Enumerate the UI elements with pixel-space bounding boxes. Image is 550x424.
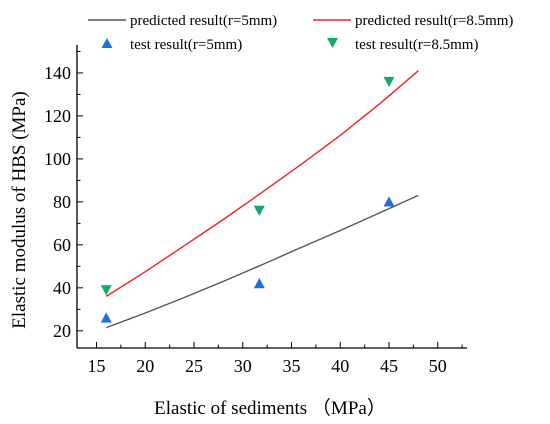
x-tick-label: 35 (283, 356, 301, 376)
y-tick-label: 40 (53, 278, 71, 298)
series-line-0 (106, 194, 419, 329)
data-point-2 (383, 196, 395, 207)
data-point-3 (100, 285, 112, 296)
legend-label-test-r5: test result(r=5mm) (130, 37, 242, 53)
data-point-2 (100, 312, 112, 323)
y-tick-label: 60 (53, 235, 71, 255)
x-tick-label: 45 (380, 356, 398, 376)
legend-label-predicted-r5: predicted result(r=5mm) (130, 13, 277, 29)
x-tick-label: 40 (331, 356, 349, 376)
y-tick-label: 120 (44, 106, 71, 126)
data-point-3 (253, 205, 265, 216)
x-tick-label: 25 (185, 356, 203, 376)
data-point-2 (253, 278, 265, 289)
x-tick-label: 50 (429, 356, 447, 376)
y-tick-label: 80 (53, 192, 71, 212)
y-axis-title: Elastic modulus of HBS (MPa) (9, 91, 30, 329)
series-line-1 (105, 70, 419, 297)
legend-label-predicted-r85: predicted result(r=8.5mm) (355, 13, 513, 29)
legend-marker-test-r5 (101, 38, 113, 48)
legend-marker-test-r85 (327, 38, 338, 48)
plot-area: 15 20 25 30 35 40 45 50 20 40 60 80 100 120 140 (44, 45, 467, 376)
x-tick-label: 30 (234, 356, 252, 376)
legend: predicted result(r=5mm) predicted result… (88, 13, 513, 53)
data-point-3 (383, 76, 395, 88)
y-tick-label: 20 (53, 321, 71, 341)
y-tick-label: 100 (44, 149, 71, 169)
x-tick-label: 20 (136, 356, 154, 376)
legend-label-test-r85: test result(r=8.5mm) (355, 37, 478, 53)
x-tick-label: 15 (88, 356, 106, 376)
x-axis-title: Elastic of sediments （MPa） (154, 397, 386, 419)
y-tick-label: 140 (44, 63, 71, 83)
